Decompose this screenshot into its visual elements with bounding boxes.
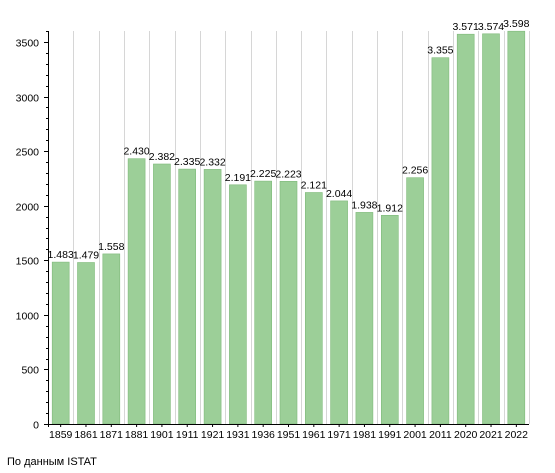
- x-tick-label: 2022: [505, 429, 529, 441]
- x-tick-label: 1971: [327, 429, 351, 441]
- bar: [203, 169, 222, 425]
- bar: [304, 192, 323, 425]
- data-label: 2.335: [174, 156, 200, 168]
- grid-lines: [48, 31, 530, 424]
- data-label: 3.574: [478, 21, 504, 33]
- bar: [355, 212, 374, 425]
- data-label: 3.598: [503, 18, 529, 30]
- source-note: По данным ISTAT: [7, 456, 97, 468]
- data-label: 2.430: [123, 146, 149, 158]
- x-tick-label: 2021: [479, 429, 503, 441]
- bar: [406, 177, 424, 425]
- y-tick-label: 1000: [16, 311, 40, 323]
- x-tick-label: 1911: [176, 429, 199, 441]
- bar: [279, 181, 298, 425]
- bar: [153, 163, 171, 425]
- bar: [330, 200, 348, 425]
- x-tick-label: 1881: [125, 429, 149, 441]
- x-tick-label: 1861: [74, 429, 98, 441]
- bar: [380, 215, 399, 425]
- x-tick-label: 1936: [252, 429, 276, 441]
- data-label: 1.912: [377, 202, 403, 214]
- data-label: 2.256: [402, 165, 428, 177]
- bar: [77, 262, 95, 425]
- x-tick-label: 2001: [403, 429, 427, 441]
- bar: [254, 180, 272, 425]
- data-label: 2.191: [225, 172, 251, 184]
- x-tick-label: 1981: [353, 429, 377, 441]
- data-label: 1.483: [48, 249, 74, 261]
- bar: [102, 253, 121, 425]
- bar: [178, 168, 196, 425]
- x-tick-label: 1931: [226, 429, 250, 441]
- x-tick-label: 1859: [49, 429, 73, 441]
- data-label: 2.044: [326, 188, 352, 200]
- x-tick-label: 1961: [302, 429, 326, 441]
- bar: [127, 158, 146, 425]
- y-tick-label: 500: [21, 365, 39, 377]
- x-tick-label: 1921: [201, 429, 225, 441]
- bar: [229, 184, 247, 425]
- x-tick-label: 2011: [429, 429, 452, 441]
- x-tick-label: 1901: [150, 429, 174, 441]
- data-label: 1.479: [73, 250, 99, 262]
- x-tick-label: 1871: [100, 429, 124, 441]
- data-label: 1.558: [98, 241, 124, 253]
- data-label: 2.332: [199, 156, 225, 168]
- y-tick-label: 3500: [16, 38, 40, 50]
- bar: [431, 57, 450, 425]
- data-label: 3.355: [427, 45, 453, 57]
- x-tick-label: 1991: [378, 429, 402, 441]
- data-label: 1.938: [351, 199, 377, 211]
- x-tick-label: 2020: [454, 429, 478, 441]
- data-label: 2.225: [250, 168, 276, 180]
- data-label: 2.382: [149, 151, 175, 163]
- bar: [51, 261, 70, 425]
- data-label: 3.571: [453, 21, 479, 33]
- data-label: 2.121: [301, 180, 327, 192]
- axes: 0 500 1000 1500 2000 2500 3000 3500 1859 1861 1871…: [16, 31, 529, 441]
- x-tick-label: 1951: [277, 429, 301, 441]
- y-tick-label: 1500: [16, 256, 40, 268]
- bar: [482, 33, 500, 425]
- y-tick-label: 2000: [16, 202, 40, 214]
- bar: [456, 33, 475, 425]
- bar: [507, 30, 526, 425]
- y-tick-label: 3000: [16, 93, 40, 105]
- y-tick-label: 2500: [16, 147, 40, 159]
- y-tick-label: 0: [33, 420, 39, 432]
- data-label: 2.223: [275, 168, 301, 180]
